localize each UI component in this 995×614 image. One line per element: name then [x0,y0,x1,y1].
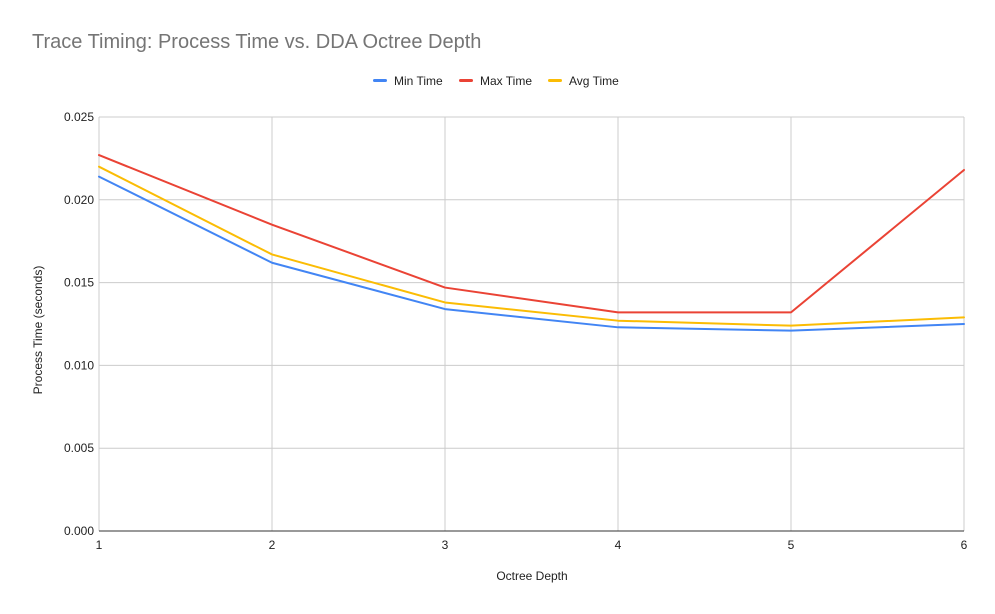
legend-swatch-min-time [373,79,387,83]
x-tick-label: 6 [961,538,968,552]
x-tick-label: 1 [96,538,103,552]
x-tick-label: 4 [615,538,622,552]
series-line-max-time [98,154,965,314]
legend-item-avg-time[interactable]: Avg Time [548,74,619,88]
y-tick-label: 0.005 [64,441,94,455]
series-lines [98,154,965,332]
y-tick-label: 0.025 [64,110,94,124]
chart-legend: Min Time Max Time Avg Time [0,74,995,90]
x-tick-label: 2 [269,538,276,552]
legend-label-max-time: Max Time [480,74,533,88]
legend-swatch-avg-time [548,79,562,83]
y-tick-label: 0.020 [64,193,94,207]
series-line-avg-time [98,165,965,327]
y-axis-ticks: 0.000 0.005 0.010 0.015 0.020 0.025 [64,110,94,538]
x-axis-ticks: 1 2 3 4 5 6 [96,538,968,552]
legend-label-min-time: Min Time [394,74,443,88]
chart-title: Trace Timing: Process Time vs. DDA Octre… [32,31,482,53]
x-axis-label: Octree Depth [496,569,567,583]
legend-item-min-time[interactable]: Min Time [373,74,443,88]
y-tick-label: 0.010 [64,358,94,372]
x-tick-label: 5 [788,538,795,552]
legend-label-avg-time: Avg Time [569,74,619,88]
y-tick-label: 0.000 [64,524,94,538]
y-tick-label: 0.015 [64,276,94,290]
x-tick-label: 3 [442,538,449,552]
series-line-min-time [98,175,965,332]
legend-item-max-time[interactable]: Max Time [459,74,532,88]
grid-lines [98,116,965,531]
y-axis-label: Process Time (seconds) [31,266,45,395]
legend-swatch-max-time [459,79,473,83]
